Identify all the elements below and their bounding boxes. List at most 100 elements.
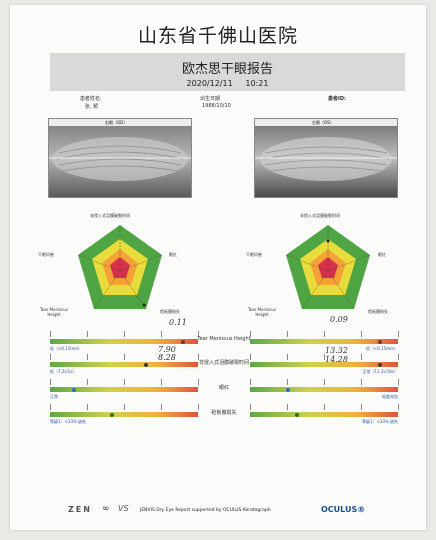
link-icon: ∞ xyxy=(102,504,110,514)
os-handwritten-but1: 13.32 xyxy=(325,346,348,355)
bar-tick xyxy=(250,379,251,385)
os-metric-bar xyxy=(250,339,398,344)
od-radar-top-label: 非侵入式泪膜破裂时间 xyxy=(90,213,130,218)
patient-id-label: 患者ID: xyxy=(328,96,347,102)
os-metric-marker xyxy=(378,339,383,344)
oculus-logo: OCULUS® xyxy=(321,505,366,514)
metric-left-text: 低（7.2s/1s） xyxy=(50,369,77,374)
os-metric-marker xyxy=(378,362,383,367)
metric-left-text: 正常 xyxy=(50,394,58,399)
report-page: 山东省千佛山医院 欧杰思干眼报告 2020/12/11 10:21 患者姓名: … xyxy=(10,5,426,530)
od-handwritten-but2: 8.28 xyxy=(158,353,176,362)
od-metric-marker xyxy=(71,387,76,392)
os-metric-marker xyxy=(286,387,291,392)
od-metric-bar xyxy=(50,339,198,344)
bar-tick xyxy=(87,354,88,360)
dob-value: 1988/10/10 xyxy=(202,103,231,109)
bar-tick xyxy=(87,404,88,410)
bar-tick xyxy=(50,379,51,385)
bar-tick xyxy=(198,404,199,410)
report-title-band: 欧杰思干眼报告 2020/12/11 10:21 xyxy=(50,53,405,91)
bar-tick xyxy=(287,354,288,360)
os-eye-label: 左眼（OS） xyxy=(312,120,334,125)
bar-tick xyxy=(50,404,51,410)
metric-right-text: 等级1：<33% 缺失 xyxy=(361,419,398,424)
os-radar-chart xyxy=(285,225,371,310)
bar-tick xyxy=(50,331,51,337)
footer-text: JENVIS Dry Eye Report supported by OCULU… xyxy=(140,508,271,513)
bar-tick xyxy=(324,331,325,337)
metric-name: 眼红 xyxy=(218,385,229,391)
metric-right-text: 低（<0.15mm） xyxy=(365,346,398,351)
hospital-name: 山东省千佛山医院 xyxy=(137,25,298,47)
bar-tick xyxy=(124,379,125,385)
od-radar-left-label: 干眼问卷 xyxy=(38,252,54,257)
bar-tick xyxy=(287,331,288,337)
bar-tick xyxy=(250,331,251,337)
os-metric-bar xyxy=(250,387,398,392)
os-handwritten-but2: 14.28 xyxy=(325,355,348,364)
os-eye-image xyxy=(254,118,398,198)
patient-name-label: 患者姓名: xyxy=(80,96,102,102)
bar-tick xyxy=(198,354,199,360)
bar-tick xyxy=(324,354,325,360)
zen-logo: ZEN xyxy=(68,505,92,514)
bar-tick xyxy=(161,331,162,337)
bar-tick xyxy=(361,404,362,410)
report-title: 欧杰思干眼报告 xyxy=(181,62,273,77)
bar-tick xyxy=(287,379,288,385)
od-metric-bar xyxy=(50,362,198,367)
bar-tick xyxy=(161,379,162,385)
od-metric-bar xyxy=(50,412,198,417)
od-handwritten-but1: 7.90 xyxy=(158,345,176,354)
patient-name-value: 张, 颖 xyxy=(85,104,99,110)
bar-tick xyxy=(398,331,399,337)
os-handwritten-meniscus: 0.09 xyxy=(330,315,348,324)
bar-tick xyxy=(324,404,325,410)
od-radar-right-label: 眼红 xyxy=(169,252,177,257)
metric-left-text: 低（<0.15mm） xyxy=(50,346,83,351)
metric-right-text: 轻度充血 xyxy=(382,394,398,399)
od-metric-marker xyxy=(181,339,186,344)
bar-tick xyxy=(324,379,325,385)
bar-tick xyxy=(124,331,125,337)
os-radar-top-label: 非侵入式泪膜破裂时间 xyxy=(300,213,340,218)
os-radar-bottom-right-label: 睑板腺损失 xyxy=(368,309,388,314)
bar-tick xyxy=(198,379,199,385)
bar-tick xyxy=(198,331,199,337)
os-radar-right-label: 眼红 xyxy=(378,252,386,257)
metric-name: Tear Meniscus Height xyxy=(197,336,251,342)
od-eye-image xyxy=(48,118,192,198)
od-metric-marker xyxy=(110,412,115,417)
bar-tick xyxy=(398,404,399,410)
bar-tick xyxy=(361,379,362,385)
dob-label: 出生日期 xyxy=(200,96,221,102)
os-radar-bottom-left-label: Tear Meniscus Height xyxy=(247,307,277,317)
od-radar-bottom-right-label: 睑板腺损失 xyxy=(160,309,180,314)
od-handwritten-loss: 0.11 xyxy=(169,318,187,327)
vs-logo: VS xyxy=(118,504,129,513)
bar-tick xyxy=(287,404,288,410)
od-metric-marker xyxy=(144,362,149,367)
bar-tick xyxy=(50,354,51,360)
metric-name: 非侵入式泪膜破裂时间 xyxy=(198,360,249,366)
os-metric-marker xyxy=(295,412,300,417)
report-datetime: 2020/12/11 10:21 xyxy=(186,79,269,88)
metric-right-text: 正常（11.2s/16s） xyxy=(362,369,398,374)
od-radar-bottom-left-label: Tear Meniscus Height xyxy=(39,307,69,317)
os-radar-left-label: 干眼问卷 xyxy=(246,252,262,257)
bar-tick xyxy=(161,354,162,360)
bar-tick xyxy=(124,354,125,360)
os-metric-bar xyxy=(250,362,398,367)
bar-tick xyxy=(361,354,362,360)
bar-tick xyxy=(361,331,362,337)
bar-tick xyxy=(124,404,125,410)
od-radar-chart xyxy=(77,225,163,310)
metric-name: 睑板腺损失 xyxy=(211,410,237,416)
metric-left-text: 等级1：<33% 缺失 xyxy=(50,419,87,424)
od-metric-bar xyxy=(50,387,198,392)
bar-tick xyxy=(398,354,399,360)
bar-tick xyxy=(398,379,399,385)
bar-tick xyxy=(250,404,251,410)
os-metric-bar xyxy=(250,412,398,417)
